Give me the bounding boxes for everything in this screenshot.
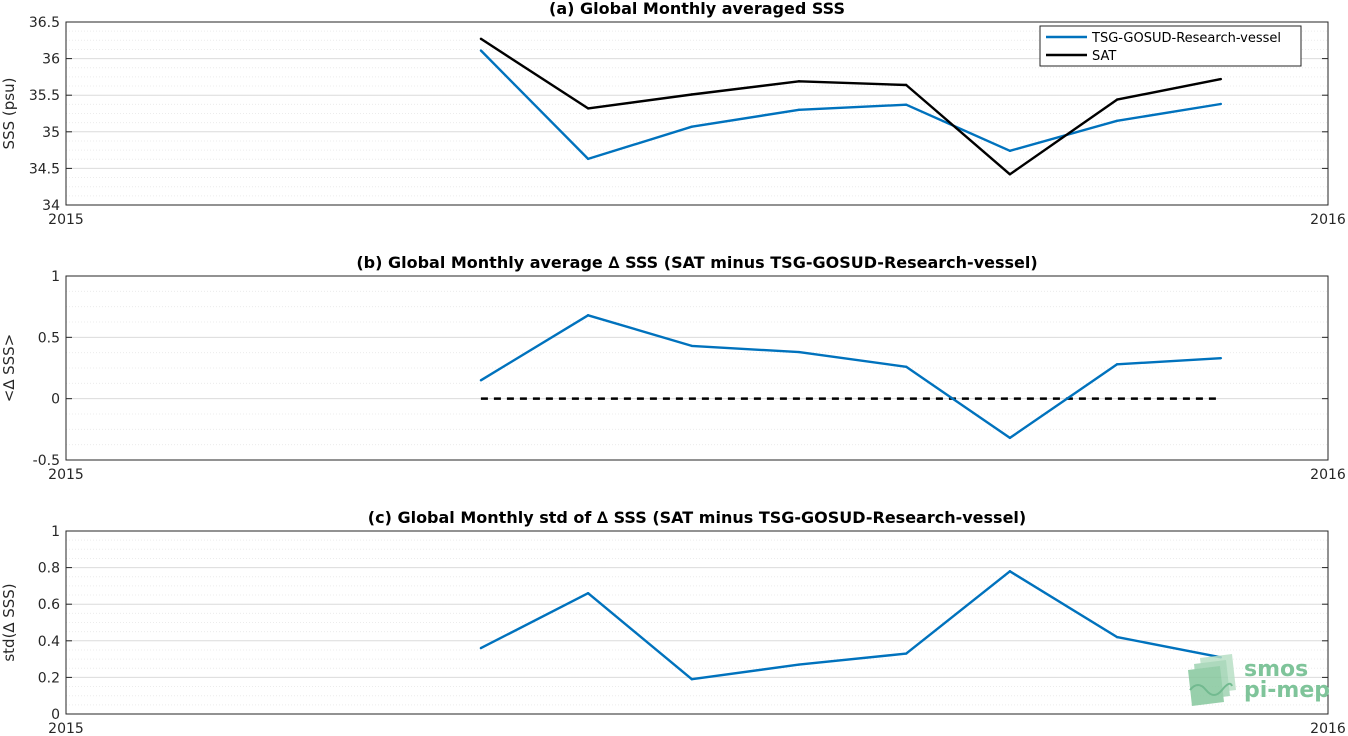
y-tick-label: 0.6 [38,597,60,613]
x-tick-label: 2015 [48,721,84,736]
y-tick-label: 35 [42,125,60,141]
logo-text-line2: pi-mep [1244,678,1330,703]
legend-entry-label: TSG-GOSUD-Research-vessel [1091,31,1281,46]
data-point [1115,119,1119,123]
data-point [797,108,801,112]
data-point [1219,356,1223,360]
x-tick-label: 2016 [1310,467,1346,483]
data-point [690,93,694,96]
axes-box [65,275,1329,461]
y-tick-label: 36.5 [29,15,60,31]
smos-pi-mep-logo: smos pi-mep [1188,654,1330,706]
legend-box [1039,25,1302,67]
axes-box [65,21,1329,206]
series-line-sat [480,37,1222,176]
legend: TSG-GOSUD-Research-vessel SAT [1039,25,1302,67]
y-tick-label: 0 [51,392,60,408]
y-tick-label: 0.4 [38,634,60,650]
y-tick-label: 35.5 [29,88,60,104]
logo-text-line1: smos [1244,657,1308,682]
data-point [1008,173,1012,176]
data-point [1008,570,1012,573]
y-tick-label: 36 [42,52,60,68]
data-point [479,379,483,382]
chart-title: (a) Global Monthly averaged SSS [549,0,845,18]
y-tick-label: 0 [51,707,60,723]
axes-box [65,530,1329,715]
data-point [690,125,694,128]
y-tick-label: 0.5 [38,330,60,346]
series-line-tsg-gosud-research-vessel [480,49,1221,161]
data-point [586,107,590,110]
series-line-0 [480,314,1221,440]
data-point [1008,436,1012,440]
y-axis-label: SSS (psu) [0,78,18,150]
y-tick-label: 1 [51,269,60,285]
data-point [1219,77,1223,81]
data-point [586,592,590,595]
data-point [904,83,908,87]
y-tick-label: -0.5 [33,453,60,469]
chart-panel-a: (a) Global Monthly averaged SSS SSS (psu)… [0,0,1346,228]
x-tick-label: 2016 [1310,212,1346,228]
x-tick-label: 2015 [48,467,84,483]
y-tick-label: 0.2 [38,670,60,686]
chart-panel-c: (c) Global Monthly std of ∆ SSS (SAT min… [0,508,1346,736]
data-point [797,663,801,666]
data-point [904,103,908,106]
y-axis-label: std(∆ SSS) [0,583,18,661]
logo-icon [1188,654,1236,706]
data-point [586,314,590,317]
x-tick-label: 2016 [1310,721,1346,736]
y-tick-label: 34.5 [29,161,60,177]
data-point [797,80,801,83]
y-tick-label: 1 [51,524,60,540]
data-point [690,678,694,681]
y-axis-label: <∆ SSS> [0,334,18,403]
data-point [479,37,483,41]
chart-title: (c) Global Monthly std of ∆ SSS (SAT min… [368,508,1026,527]
data-point [797,350,801,354]
data-point [1115,363,1119,366]
legend-entry-label: SAT [1092,49,1116,64]
data-point [479,49,483,52]
chart-title: (b) Global Monthly average ∆ SSS (SAT mi… [356,253,1037,272]
x-tick-label: 2015 [48,212,84,228]
series-line-0 [480,570,1222,681]
data-point [586,157,590,161]
data-point [904,365,908,368]
data-point [1115,98,1119,101]
y-tick-label: 34 [42,198,60,214]
data-point [690,344,694,348]
data-point [1008,149,1012,153]
data-point [479,646,483,650]
data-point [1115,635,1119,639]
data-point [904,652,908,655]
chart-panel-b: (b) Global Monthly average ∆ SSS (SAT mi… [0,253,1346,483]
y-tick-label: 0.8 [38,561,60,577]
data-point [1219,102,1223,106]
